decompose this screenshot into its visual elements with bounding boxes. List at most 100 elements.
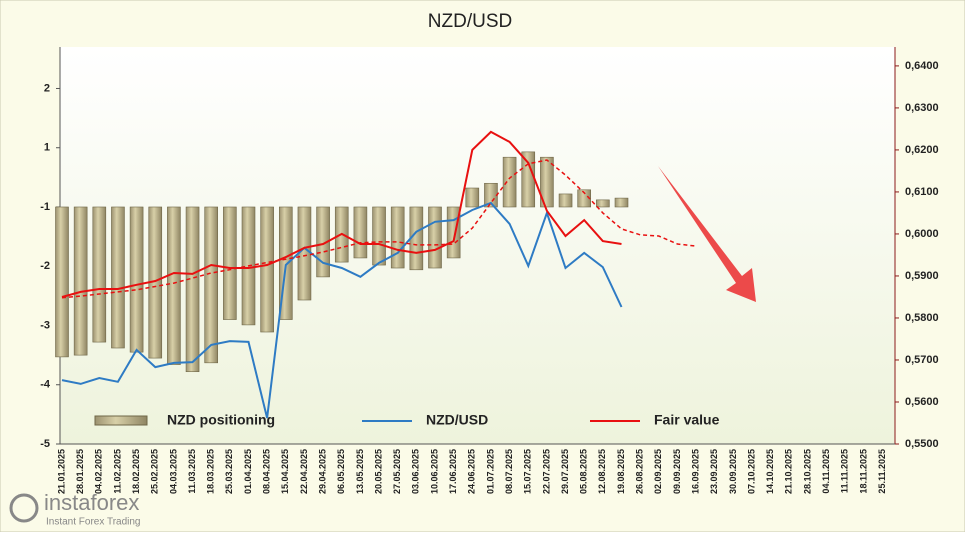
y2-tick-label: 0,5500 xyxy=(905,438,939,450)
legend-swatch xyxy=(94,415,148,426)
x-tick-label: 15.04.2025 xyxy=(280,449,290,494)
x-tick-label: 25.02.2025 xyxy=(150,449,160,494)
x-tick-label: 04.03.2025 xyxy=(168,449,178,494)
x-tick-label: 29.04.2025 xyxy=(317,449,327,494)
bar xyxy=(428,206,442,269)
bar xyxy=(558,193,573,208)
bar xyxy=(73,206,88,356)
x-tick-label: 07.10.2025 xyxy=(746,449,756,494)
x-tick-label: 08.07.2025 xyxy=(504,449,514,494)
y2-tick-label: 0,5600 xyxy=(905,396,939,408)
x-tick-label: 25.03.2025 xyxy=(224,449,234,494)
y-tick-label: 2 xyxy=(44,82,50,94)
x-tick-label: 04.02.2025 xyxy=(94,449,104,494)
x-tick-label: 05.08.2025 xyxy=(579,449,589,494)
forecast-arrow xyxy=(658,166,756,302)
bar xyxy=(297,206,312,301)
x-tick-label: 17.06.2025 xyxy=(448,449,458,494)
y2-tick-label: 0,6300 xyxy=(905,102,939,114)
dashed-line xyxy=(61,159,697,299)
x-tick-label: 15.07.2025 xyxy=(523,449,533,494)
x-tick-label: 13.05.2025 xyxy=(355,449,365,494)
bar xyxy=(502,156,517,208)
y2-tick-label: 0,6200 xyxy=(905,144,939,156)
x-tick-label: 26.08.2025 xyxy=(635,449,645,494)
bar xyxy=(55,206,69,358)
x-tick-label: 12.08.2025 xyxy=(597,449,607,494)
x-tick-label: 14.10.2025 xyxy=(765,449,775,494)
x-tick-label: 18.03.2025 xyxy=(206,449,216,494)
y2-tick-label: 0,5900 xyxy=(905,270,939,282)
bar xyxy=(353,206,368,259)
bar xyxy=(92,206,107,343)
legend-label: Fair value xyxy=(654,412,720,428)
logo-brand: instaforex xyxy=(44,490,139,515)
legend-label: NZD positioning xyxy=(167,412,275,428)
bar xyxy=(129,206,144,353)
x-tick-label: 03.06.2025 xyxy=(411,449,421,494)
y-tick-label: -4 xyxy=(40,379,51,391)
line xyxy=(61,130,622,298)
bar xyxy=(540,156,554,208)
chart-title: NZD/USD xyxy=(428,11,512,32)
y-tick-label: -3 xyxy=(40,319,50,331)
bar xyxy=(260,206,274,333)
x-tick-label: 01.07.2025 xyxy=(485,449,495,494)
logo: instaforex Instant Forex Trading xyxy=(9,490,141,528)
x-tick-label: 23.09.2025 xyxy=(709,449,719,494)
bar xyxy=(223,206,237,320)
x-tick-label: 18.02.2025 xyxy=(131,449,141,494)
bar xyxy=(614,197,629,208)
bar xyxy=(577,189,592,208)
plot-area xyxy=(60,47,895,444)
x-tick-label: 04.11.2025 xyxy=(821,449,831,494)
x-tick-label: 10.06.2025 xyxy=(429,449,439,494)
x-tick-label: 08.04.2025 xyxy=(262,449,272,494)
bar xyxy=(185,206,200,373)
x-tick-label: 21.01.2025 xyxy=(56,449,66,494)
logo-tagline: Instant Forex Trading xyxy=(46,517,141,528)
line xyxy=(61,201,623,419)
y-tick-label: -5 xyxy=(40,438,50,450)
y2-tick-label: 0,6000 xyxy=(905,228,939,240)
legend-label: NZD/USD xyxy=(426,412,488,428)
x-tick-label: 11.11.2025 xyxy=(840,449,850,493)
x-tick-label: 11.03.2025 xyxy=(187,449,197,494)
x-tick-label: 20.05.2025 xyxy=(373,449,383,494)
bar xyxy=(596,199,610,208)
x-tick-label: 22.07.2025 xyxy=(541,449,551,494)
x-tick-label: 24.06.2025 xyxy=(467,449,477,494)
x-tick-label: 06.05.2025 xyxy=(336,449,346,494)
x-tick-label: 11.02.2025 xyxy=(112,449,122,494)
x-tick-label: 28.01.2025 xyxy=(75,449,85,494)
bar xyxy=(111,206,125,349)
bar xyxy=(167,206,181,365)
y-tick-label: -2 xyxy=(40,260,50,272)
y-tick-label: 1 xyxy=(44,142,50,154)
bar xyxy=(465,187,480,208)
bar xyxy=(390,206,405,269)
x-tick-label: 22.04.2025 xyxy=(299,449,309,494)
x-tick-label: 19.08.2025 xyxy=(616,449,626,494)
x-tick-label: 21.10.2025 xyxy=(784,449,794,494)
x-tick-label: 28.10.2025 xyxy=(802,449,812,494)
y2-tick-label: 0,6100 xyxy=(905,186,939,198)
y2-tick-label: 0,6400 xyxy=(905,60,939,72)
x-tick-label: 02.09.2025 xyxy=(653,449,663,494)
y2-tick-label: 0,5700 xyxy=(905,354,939,366)
x-tick-label: 09.09.2025 xyxy=(672,449,682,494)
x-tick-label: 30.09.2025 xyxy=(728,449,738,494)
bar xyxy=(521,151,536,208)
x-tick-label: 27.05.2025 xyxy=(392,449,402,494)
y-tick-label: -1 xyxy=(40,201,50,213)
x-tick-label: 29.07.2025 xyxy=(560,449,570,494)
bar xyxy=(204,206,218,364)
x-tick-label: 16.09.2025 xyxy=(690,449,700,494)
logo-icon xyxy=(9,493,39,523)
bar xyxy=(372,206,386,266)
x-tick-label: 01.04.2025 xyxy=(243,449,253,494)
y2-tick-label: 0,5800 xyxy=(905,312,939,324)
x-tick-label: 25.11.2025 xyxy=(877,449,887,494)
x-tick-label: 18.11.2025 xyxy=(858,449,868,494)
